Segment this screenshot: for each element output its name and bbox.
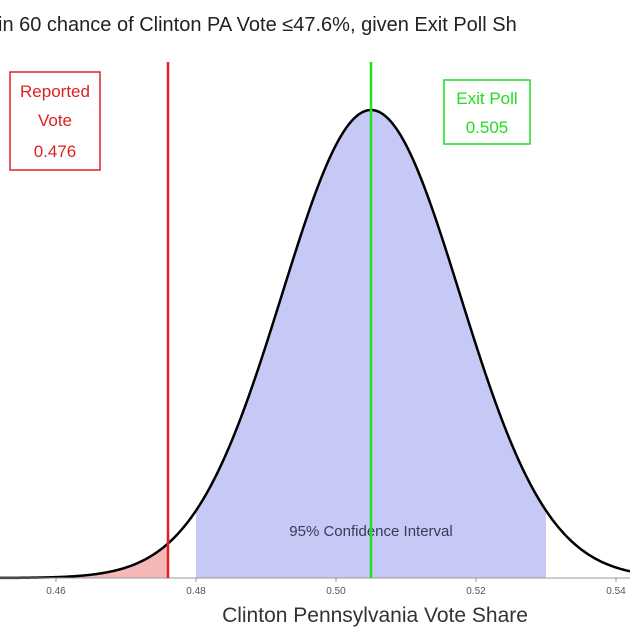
x-tick-label: 0.50 (326, 586, 346, 597)
reported-label-line2: Vote (38, 111, 72, 130)
x-axis-label: Clinton Pennsylvania Vote Share (222, 604, 528, 627)
exit-poll-label: Exit Poll (456, 89, 517, 108)
exit-poll-box: Exit Poll 0.505 (443, 79, 531, 145)
x-tick-label: 0.54 (606, 586, 626, 597)
chart-title: in 60 chance of Clinton PA Vote ≤47.6%, … (0, 14, 517, 36)
x-tick-label: 0.46 (46, 586, 66, 597)
reported-value: 0.476 (34, 142, 77, 161)
reported-label-line1: Reported (20, 82, 90, 101)
reported-vote-box: Reported Vote 0.476 (9, 71, 101, 171)
x-tick-label: 0.52 (466, 586, 486, 597)
x-tick-label: 0.48 (186, 586, 206, 597)
exit-poll-value: 0.505 (466, 118, 509, 137)
tail-probability-area (0, 543, 168, 578)
density-curve (0, 108, 630, 580)
